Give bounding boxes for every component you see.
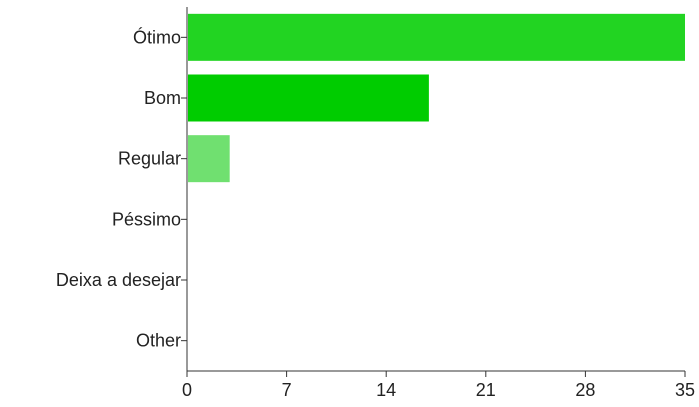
x-tick-label-0: 0 bbox=[182, 380, 192, 400]
category-label-4: Deixa a desejar bbox=[56, 270, 181, 290]
category-label-5: Other bbox=[136, 331, 181, 351]
x-tick-label-1: 7 bbox=[282, 380, 292, 400]
labels-group: Ótimo Bom Regular Péssimo Deixa a desejar Oth… bbox=[56, 26, 695, 400]
bar-0 bbox=[188, 13, 685, 61]
x-tick-label-5: 35 bbox=[675, 380, 695, 400]
category-label-0: Ótimo bbox=[133, 26, 181, 47]
bars-group bbox=[188, 13, 685, 183]
category-label-1: Bom bbox=[144, 88, 181, 108]
x-tick-label-2: 14 bbox=[376, 380, 396, 400]
x-tick-label-3: 21 bbox=[476, 380, 496, 400]
x-tick-label-4: 28 bbox=[575, 380, 595, 400]
bar-1 bbox=[188, 74, 429, 122]
category-label-2: Regular bbox=[118, 149, 181, 169]
bar-2 bbox=[188, 135, 230, 183]
category-label-3: Péssimo bbox=[112, 209, 181, 229]
axes-group bbox=[181, 7, 686, 377]
